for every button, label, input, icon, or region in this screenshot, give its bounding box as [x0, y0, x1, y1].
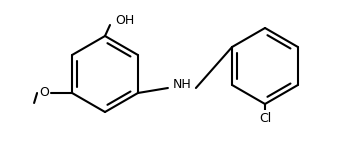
Text: O: O: [39, 86, 49, 100]
Text: NH: NH: [172, 78, 191, 90]
Text: OH: OH: [115, 14, 134, 27]
Text: Cl: Cl: [259, 112, 271, 124]
